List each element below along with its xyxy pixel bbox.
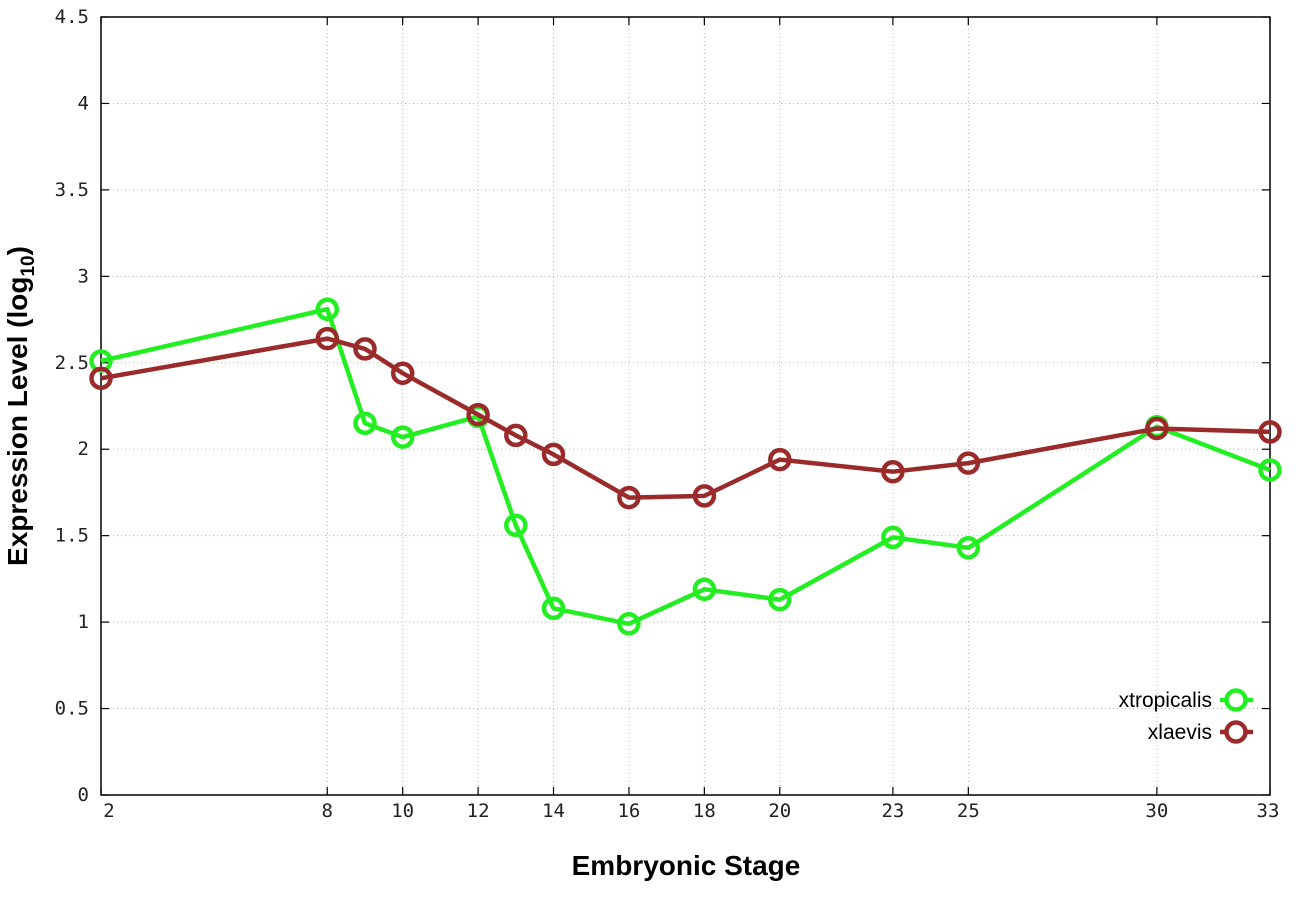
data-point-xlaevis xyxy=(353,337,377,361)
x-tick-label: 14 xyxy=(542,800,565,822)
series-xlaevis xyxy=(89,326,1282,510)
data-point-xtropicalis xyxy=(881,525,905,550)
legend: xtropicalis xlaevis xyxy=(1119,688,1253,744)
data-point-xlaevis xyxy=(1145,416,1169,441)
x-tick-label: 25 xyxy=(957,800,980,822)
data-point-xtropicalis xyxy=(768,587,792,612)
data-point-xtropicalis xyxy=(541,596,566,621)
data-point-xlaevis xyxy=(881,459,905,484)
data-point-xlaevis xyxy=(768,447,792,472)
data-point-xlaevis xyxy=(504,423,528,448)
plot-frame xyxy=(100,16,1271,796)
x-tick-label: 20 xyxy=(768,800,791,822)
grid xyxy=(101,17,1270,795)
axis-ticks: 0 0.5 1 1.5 2 2.5 3 3.5 4 4.5 2 8 10 12 14 16 18 20 23 25 30… xyxy=(55,6,1280,822)
data-point-xlaevis xyxy=(89,366,113,391)
y-tick-label: 2.5 xyxy=(55,352,89,374)
y-axis-title-close: ) xyxy=(2,246,33,255)
x-tick-label: 12 xyxy=(467,800,490,822)
data-point-xlaevis xyxy=(692,484,717,508)
series xyxy=(89,297,1282,636)
data-point-xtropicalis xyxy=(692,577,717,602)
data-point-xtropicalis xyxy=(956,536,981,560)
x-tick-label: 16 xyxy=(617,800,640,822)
data-point-xlaevis xyxy=(617,485,641,510)
legend-label-xtropicalis: xtropicalis xyxy=(1119,689,1212,712)
data-point-xtropicalis xyxy=(390,425,415,449)
x-tick-label: 2 xyxy=(103,800,114,822)
x-axis-title: Embryonic Stage xyxy=(572,850,801,881)
x-tick-label: 10 xyxy=(391,800,414,822)
y-tick-label: 0 xyxy=(78,784,89,806)
x-tick-label: 23 xyxy=(881,800,904,822)
legend-marker-xlaevis xyxy=(1224,720,1248,744)
data-point-xlaevis xyxy=(315,326,340,351)
legend-label-xlaevis: xlaevis xyxy=(1148,721,1212,744)
data-point-xtropicalis xyxy=(504,513,528,538)
y-tick-label: 0.5 xyxy=(55,698,89,720)
x-tick-label: 30 xyxy=(1145,800,1168,822)
y-axis-title-main: Expression Level (log xyxy=(2,277,33,566)
data-point-xtropicalis xyxy=(353,411,377,436)
series-line-xtropicalis xyxy=(100,306,1271,627)
legend-entry-xtropicalis: xtropicalis xyxy=(1119,688,1253,712)
x-tick-label: 8 xyxy=(322,800,333,822)
y-tick-label: 1 xyxy=(78,611,89,633)
data-point-xtropicalis xyxy=(617,612,641,636)
data-point-xlaevis xyxy=(541,442,566,467)
data-point-xtropicalis xyxy=(315,297,340,321)
y-tick-label: 2 xyxy=(78,438,89,460)
y-axis-title-subscript: 10 xyxy=(18,255,39,276)
y-axis-title: Expression Level (log10) xyxy=(2,246,39,566)
x-tick-label: 18 xyxy=(693,800,716,822)
data-point-xlaevis xyxy=(390,361,415,385)
data-point-xlaevis xyxy=(956,451,981,475)
legend-entry-xlaevis: xlaevis xyxy=(1148,720,1253,744)
y-tick-label: 3 xyxy=(78,265,89,287)
y-tick-label: 4.5 xyxy=(55,6,89,28)
x-tick-label: 33 xyxy=(1257,800,1280,822)
data-point-xtropicalis xyxy=(1258,458,1282,482)
y-tick-label: 4 xyxy=(78,92,89,114)
legend-marker-xtropicalis xyxy=(1224,688,1248,712)
y-tick-label: 3.5 xyxy=(55,179,89,201)
y-tick-label: 1.5 xyxy=(55,525,89,547)
data-point-xlaevis xyxy=(1258,420,1282,444)
data-point-xlaevis xyxy=(466,402,490,427)
